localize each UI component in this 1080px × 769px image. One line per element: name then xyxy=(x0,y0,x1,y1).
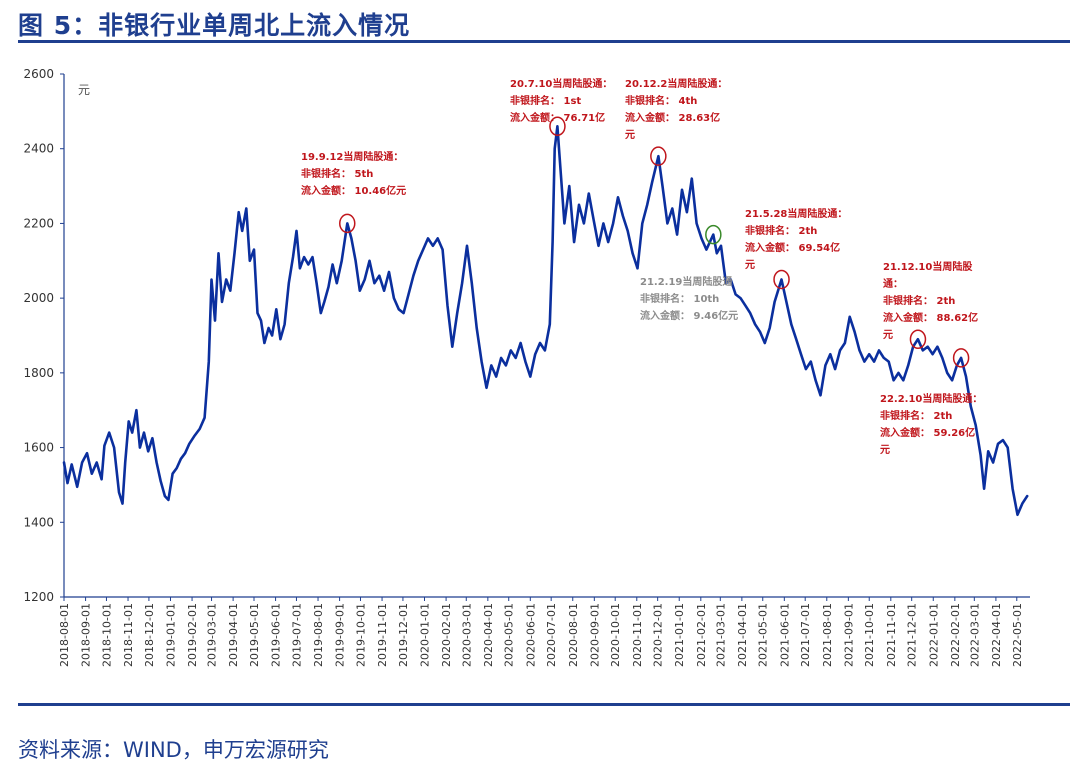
x-tick-label: 2021-03-01 xyxy=(714,603,727,667)
x-tick-label: 2019-02-01 xyxy=(186,603,199,667)
x-tick-label: 2018-11-01 xyxy=(122,603,135,667)
x-tick-label: 2021-06-01 xyxy=(778,603,791,667)
x-tick-label: 2019-05-01 xyxy=(248,603,261,667)
y-axis-label: 元 xyxy=(78,83,90,97)
x-tick-label: 2020-10-01 xyxy=(609,603,622,667)
chart-annotations: 19.9.12当周陆股通： 非银排名： 5th 流入金额： 10.46亿元 20.7.… xyxy=(301,77,982,456)
annotation-text: 非银排名： 4th xyxy=(625,94,697,107)
x-tick-label: 2020-06-01 xyxy=(524,603,537,667)
x-tick-label: 2020-03-01 xyxy=(460,603,473,667)
x-tick-label: 2022-01-01 xyxy=(927,603,940,667)
annotation-text: 非银排名： 10th xyxy=(640,292,719,305)
x-tick-label: 2021-02-01 xyxy=(695,603,708,667)
chart-ticks: 1200 1400 1600 1800 2000 2200 2400 2600 元 2018-08… xyxy=(23,67,1023,667)
y-tick-label: 1600 xyxy=(23,441,54,455)
annotation-marker xyxy=(650,146,667,166)
x-tick-label: 2021-09-01 xyxy=(842,603,855,667)
y-tick-label: 2000 xyxy=(23,291,54,305)
annotation-text: 流入金额： 69.54亿 xyxy=(745,241,840,254)
x-tick-label: 2022-03-01 xyxy=(968,603,981,667)
x-tick-label: 2020-04-01 xyxy=(482,603,495,667)
annotation-text: 流入金额： 59.26亿 xyxy=(880,426,975,439)
x-tick-label: 2019-08-01 xyxy=(312,603,325,667)
x-tick-label: 2018-12-01 xyxy=(143,603,156,667)
title-rule xyxy=(18,40,1070,43)
chart-plot xyxy=(62,125,1029,517)
x-tick-label: 2021-10-01 xyxy=(863,603,876,667)
y-tick-label: 2200 xyxy=(23,216,54,230)
x-tick-label: 2019-01-01 xyxy=(164,603,177,667)
annotation-marker xyxy=(909,329,927,349)
annotation-text: 21.12.10当周陆股 xyxy=(883,260,973,273)
annotation-text: 流入金额： 9.46亿元 xyxy=(640,309,738,322)
x-tick-label: 2021-04-01 xyxy=(736,603,749,667)
line-chart: 1200 1400 1600 1800 2000 2200 2400 2600 元 2018-08… xyxy=(23,67,1030,667)
annotation-text: 元 xyxy=(625,129,635,141)
y-tick-label: 1400 xyxy=(23,515,54,529)
annotation-marker xyxy=(952,348,970,368)
annotation-text: 非银排名： 2th xyxy=(883,294,955,307)
x-tick-label: 2021-12-01 xyxy=(906,603,919,667)
y-tick-label: 1800 xyxy=(23,366,54,380)
annotation-text: 21.5.28当周陆股通： xyxy=(745,207,847,220)
x-tick-label: 2020-12-01 xyxy=(652,603,665,667)
x-tick-label: 2018-09-01 xyxy=(80,603,93,667)
x-tick-label: 2022-02-01 xyxy=(949,603,962,667)
x-tick-label: 2018-08-01 xyxy=(58,603,71,667)
source-rule xyxy=(18,703,1070,706)
annotation-marker xyxy=(339,213,356,234)
annotation-text: 20.7.10当周陆股通： xyxy=(510,77,612,90)
x-tick-label: 2019-11-01 xyxy=(376,603,389,667)
annotation-text: 非银排名： 1st xyxy=(510,94,581,107)
annotation-marker xyxy=(773,269,790,290)
annotation-marker xyxy=(549,116,566,137)
x-tick-label: 2019-07-01 xyxy=(290,603,303,667)
x-tick-label: 2019-03-01 xyxy=(206,603,219,667)
x-tick-label: 2022-05-01 xyxy=(1011,603,1024,667)
annotation-text: 元 xyxy=(745,259,755,271)
annotation-text: 流入金额： 10.46亿元 xyxy=(301,184,406,197)
annotation-text: 流入金额： 76.71亿 xyxy=(510,111,605,124)
x-tick-label: 2019-06-01 xyxy=(270,603,283,667)
y-tick-label: 1200 xyxy=(23,590,54,604)
x-tick-label: 2020-09-01 xyxy=(588,603,601,667)
x-tick-label: 2021-01-01 xyxy=(673,603,686,667)
x-tick-label: 2020-08-01 xyxy=(567,603,580,667)
x-tick-label: 2020-07-01 xyxy=(545,603,558,667)
x-tick-label: 2018-10-01 xyxy=(100,603,113,667)
x-tick-label: 2020-05-01 xyxy=(503,603,516,667)
y-tick-label: 2400 xyxy=(23,142,54,156)
x-tick-label: 2020-01-01 xyxy=(419,603,432,667)
annotation-text: 22.2.10当周陆股通： xyxy=(880,392,982,405)
x-tick-label: 2019-10-01 xyxy=(354,603,367,667)
x-tick-label: 2021-08-01 xyxy=(821,603,834,667)
x-tick-label: 2021-05-01 xyxy=(757,603,770,667)
x-tick-label: 2020-02-01 xyxy=(440,603,453,667)
annotation-text: 元 xyxy=(883,329,893,341)
x-tick-label: 2021-07-01 xyxy=(799,603,812,667)
source-note: 资料来源：WIND，申万宏源研究 xyxy=(18,738,329,762)
annotation-text: 元 xyxy=(880,444,890,456)
x-tick-label: 2021-11-01 xyxy=(885,603,898,667)
series-line xyxy=(62,125,1029,517)
x-tick-label: 2019-12-01 xyxy=(397,603,410,667)
annotation-text: 流入金额： 88.62亿 xyxy=(883,311,978,324)
y-tick-label: 2600 xyxy=(23,67,54,81)
x-tick-label: 2019-09-01 xyxy=(334,603,347,667)
figure-title: 图 5：非银行业单周北上流入情况 xyxy=(18,11,411,40)
annotation-text: 非银排名： 2th xyxy=(880,409,952,422)
annotation-text: 流入金额： 28.63亿 xyxy=(625,111,720,124)
annotation-text: 21.2.19当周陆股通 xyxy=(640,275,732,288)
annotation-text: 20.12.2当周陆股通： xyxy=(625,77,727,90)
x-tick-label: 2019-04-01 xyxy=(227,603,240,667)
annotation-text: 非银排名： 5th xyxy=(301,167,373,180)
annotation-marker xyxy=(705,224,722,245)
annotation-text: 非银排名： 2th xyxy=(745,224,817,237)
x-tick-label: 2020-11-01 xyxy=(631,603,644,667)
annotation-text: 19.9.12当周陆股通： xyxy=(301,150,403,163)
x-tick-label: 2022-04-01 xyxy=(990,603,1003,667)
annotation-text: 通： xyxy=(883,278,903,290)
